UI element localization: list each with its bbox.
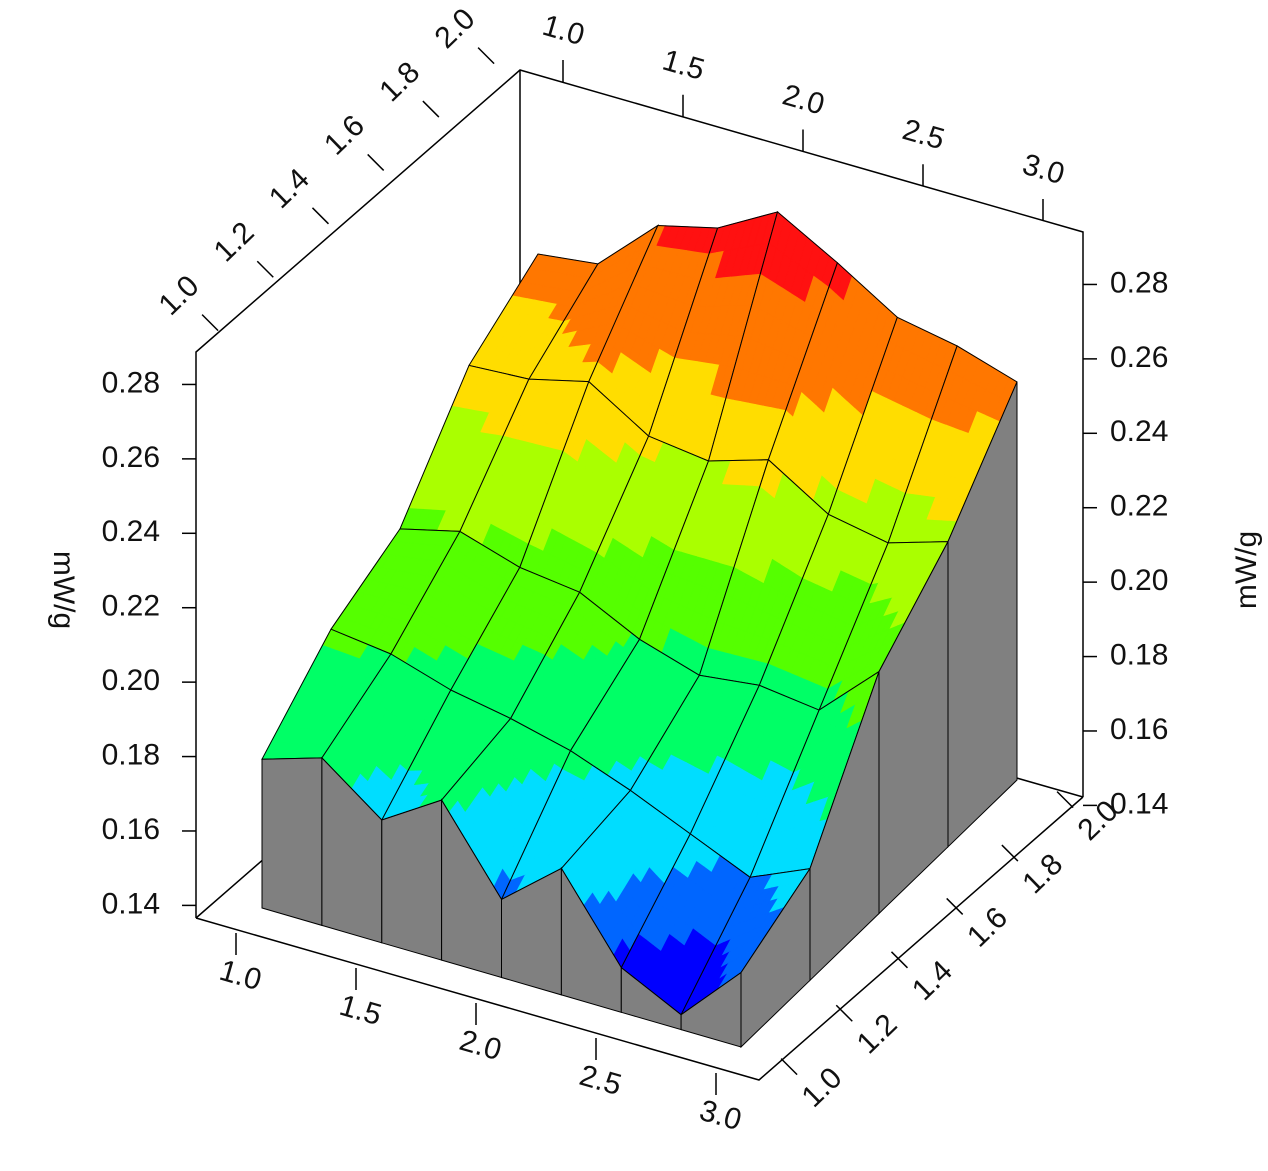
y-tick-label: 1.2: [851, 1008, 904, 1061]
z-tick-label: 0.20: [102, 664, 160, 697]
y-tick: [946, 897, 964, 915]
y-tick-label: 1.6: [961, 901, 1014, 954]
y-tick: [367, 153, 385, 171]
floor-front: [195, 796, 1084, 1081]
y-tick: [311, 207, 330, 225]
right-side: [947, 381, 1018, 848]
x-tick-label: 1.5: [336, 989, 385, 1032]
z-tick-label: 0.28: [102, 366, 160, 399]
z-tick-label: 0.28: [1110, 266, 1168, 299]
y-tick-label: 1.6: [318, 109, 371, 162]
z-tick-label: 0.18: [1110, 638, 1168, 671]
y-tick: [890, 951, 909, 969]
z-axis-title-left: mW/g: [47, 551, 80, 629]
y-tick-label: 1.2: [208, 216, 261, 269]
front-side: [261, 757, 323, 927]
y-tick: [201, 314, 219, 332]
y-tick: [835, 1004, 853, 1022]
z-tick-label: 0.22: [1110, 490, 1168, 523]
y-tick: [256, 260, 274, 278]
z-tick-label: 0.14: [102, 887, 160, 920]
y-tick-label: 1.0: [153, 269, 206, 322]
y-tick-label: 1.0: [796, 1061, 849, 1114]
z-tick-label: 0.14: [1110, 787, 1168, 820]
x-tick-label: 2.5: [576, 1059, 625, 1102]
z-tick-label: 0.18: [102, 738, 160, 771]
x-tick-label: 3.0: [1019, 148, 1068, 191]
x-tick-label: 3.0: [696, 1094, 745, 1137]
z-tick-label: 0.22: [102, 590, 160, 623]
x-tick-label: 2.0: [779, 78, 828, 121]
y-tick-label: 1.4: [906, 954, 959, 1007]
z-tick-label: 0.26: [102, 441, 160, 474]
z-tick-label: 0.20: [1110, 564, 1168, 597]
y-tick-label: 1.4: [263, 162, 316, 215]
z-axis-title-right: mW/g: [1230, 531, 1263, 609]
y-tick: [1056, 791, 1074, 809]
z-tick-label: 0.16: [102, 813, 160, 846]
x-tick-label: 1.0: [539, 9, 588, 52]
front-side: [381, 799, 443, 961]
y-tick-label: 2.0: [429, 2, 482, 55]
y-tick: [1001, 844, 1019, 862]
x-tick-label: 2.5: [899, 113, 948, 156]
z-tick-label: 0.26: [1110, 341, 1168, 374]
x-tick-label: 2.0: [456, 1024, 505, 1067]
x-tick-label: 1.0: [216, 954, 265, 997]
y-tick: [422, 100, 440, 118]
y-tick-label: 1.8: [1016, 848, 1069, 901]
y-tick-label: 1.8: [373, 56, 426, 109]
x-tick-label: 1.5: [659, 44, 708, 87]
z-tick-label: 0.16: [1110, 713, 1168, 746]
z-tick-label: 0.24: [102, 515, 160, 548]
y-tick: [477, 47, 495, 65]
z-tick-label: 0.24: [1110, 415, 1168, 448]
y-tick: [780, 1058, 798, 1076]
